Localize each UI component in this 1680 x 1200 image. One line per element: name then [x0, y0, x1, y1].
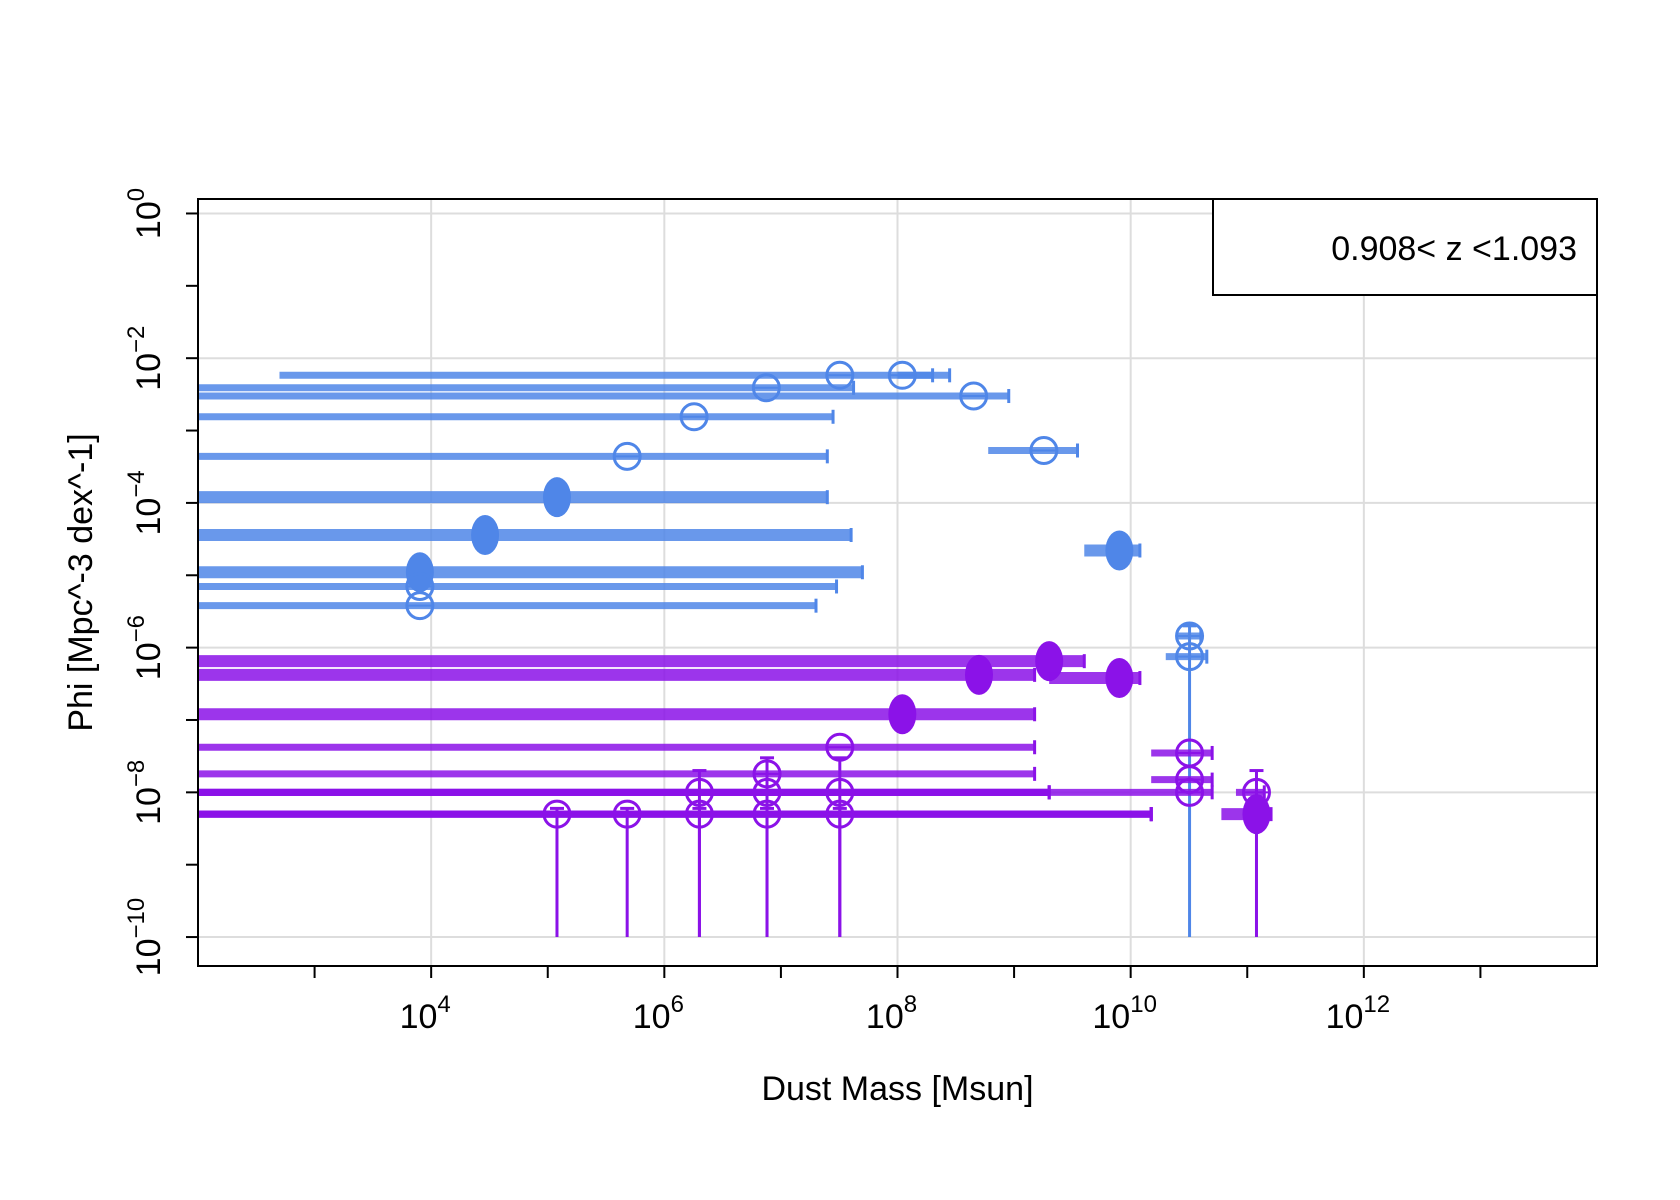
legend: 0.908< z <1.093	[1212, 198, 1598, 296]
data-point-filled	[542, 477, 571, 518]
data-point-filled	[1242, 794, 1271, 835]
x-tick-label: 106	[633, 991, 684, 1036]
x-tick-label: 1010	[1092, 991, 1157, 1036]
x-tick-label: 1012	[1326, 991, 1391, 1036]
data-point-filled	[888, 694, 917, 735]
y-axis: 100 10−2 10−4 10−6 10−8 10−10	[123, 188, 198, 976]
legend-label: 0.908< z <1.093	[1331, 230, 1577, 268]
data-point-filled	[964, 654, 993, 695]
y-tick-label: 10−10	[123, 898, 168, 977]
data-point-filled	[1105, 658, 1134, 699]
grid-lines	[198, 199, 1597, 966]
x-axis-label: Dust Mass [Msun]	[761, 1070, 1033, 1108]
y-tick-label: 100	[123, 188, 168, 239]
y-tick-label: 10−2	[123, 326, 168, 391]
data-point-filled	[1105, 530, 1134, 571]
x-axis: 104 106 108 1010 1012	[313, 966, 1482, 1036]
legend-box	[1212, 198, 1598, 296]
x-tick-label: 104	[400, 991, 451, 1036]
y-axis-label: Phi [Mpc^-3 dex^-1]	[62, 433, 100, 731]
data-point-filled	[1035, 641, 1064, 682]
series-purple	[198, 641, 1273, 938]
data-point-filled	[471, 515, 500, 556]
data-series	[198, 360, 1273, 938]
x-tick-label: 108	[866, 991, 917, 1036]
y-tick-label: 10−8	[123, 760, 168, 825]
y-tick-label: 10−6	[123, 615, 168, 680]
y-tick-label: 10−4	[123, 470, 168, 535]
series-blue	[198, 360, 1209, 938]
